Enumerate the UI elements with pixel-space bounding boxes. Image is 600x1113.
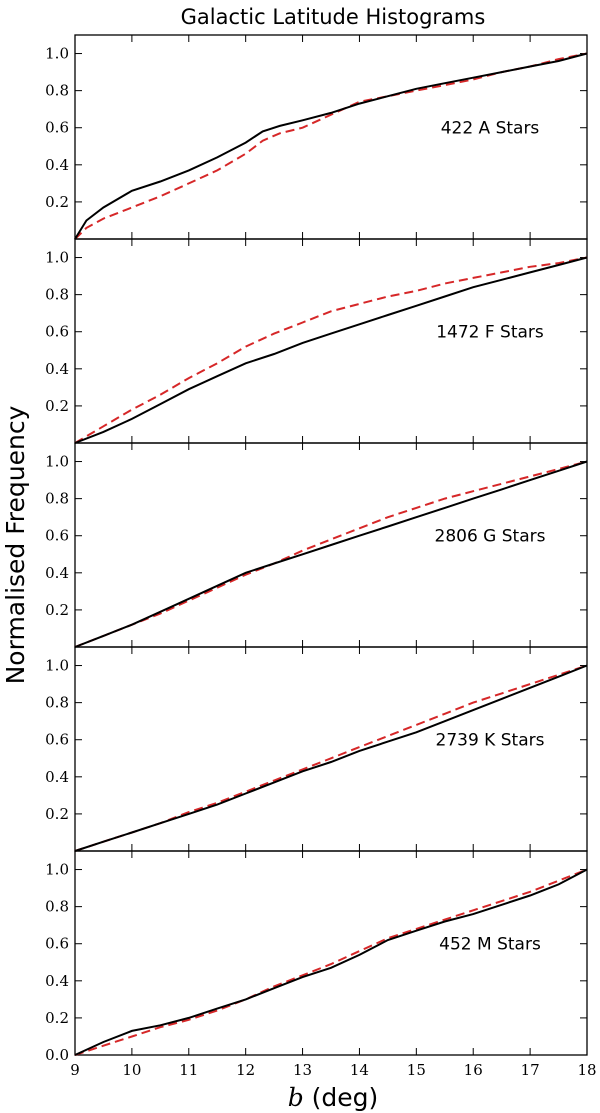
y-tick-label: 1.0 [45, 453, 69, 471]
model-series-line [74, 52, 588, 240]
chart-title: Galactic Latitude Histograms [181, 5, 486, 29]
y-tick-label: 0.2 [45, 805, 69, 823]
panel-1: 0.2 0.4 0.6 0.8 1.0 422 A Stars [45, 34, 588, 240]
observed-series-line [74, 256, 588, 444]
y-tick-label: 0.4 [45, 564, 69, 582]
x-tick-label: 13 [293, 1061, 312, 1079]
panel-4: 0.2 0.4 0.6 0.8 1.0 2739 K Stars [45, 646, 588, 852]
y-tick-label: 1.0 [45, 45, 69, 63]
model-series-line [74, 460, 588, 648]
observed-series-line [74, 52, 588, 240]
panel-3: 0.2 0.4 0.6 0.8 1.0 2806 G Stars [45, 442, 588, 648]
y-tick-label: 0.8 [45, 82, 69, 100]
y-tick-label: 0.2 [45, 601, 69, 619]
panel-5: 0.0 0.2 0.4 0.6 0.8 1.0 9 10 11 12 13 14 15 16 17 18 452… [45, 850, 597, 1079]
y-tick-label: 0.0 [45, 1046, 69, 1064]
model-series-line [74, 868, 588, 1056]
observed-series-line [74, 868, 588, 1056]
y-tick-label: 0.6 [45, 119, 69, 137]
model-series-line [74, 664, 588, 852]
y-tick-label: 0.2 [45, 397, 69, 415]
y-tick-label: 0.4 [45, 360, 69, 378]
y-tick-label: 0.6 [45, 527, 69, 545]
panel-2: 0.2 0.4 0.6 0.8 1.0 1472 F Stars [45, 238, 588, 444]
panel-label: 2806 G Stars [435, 527, 546, 547]
y-tick-label: 0.4 [45, 972, 69, 990]
x-tick-label: 18 [577, 1061, 596, 1079]
y-tick-label: 1.0 [45, 657, 69, 675]
y-tick-label: 0.2 [45, 1009, 69, 1027]
x-tick-label: 14 [350, 1061, 369, 1079]
panel-label: 452 M Stars [439, 935, 541, 955]
x-tick-label: 12 [236, 1061, 255, 1079]
x-tick-label: 16 [464, 1061, 483, 1079]
panel-frame [74, 850, 588, 1056]
observed-series-line [74, 664, 588, 852]
observed-series-line [74, 460, 588, 648]
y-tick-label: 1.0 [45, 249, 69, 267]
x-tick-label: 17 [521, 1061, 540, 1079]
panel-label: 1472 F Stars [436, 323, 544, 343]
y-tick-label: 0.6 [45, 935, 69, 953]
y-tick-label: 0.6 [45, 731, 69, 749]
y-tick-label: 0.6 [45, 323, 69, 341]
y-tick-label: 0.8 [45, 490, 69, 508]
y-tick-label: 0.2 [45, 193, 69, 211]
y-tick-label: 1.0 [45, 861, 69, 879]
model-series-line [74, 256, 588, 444]
panel-label: 2739 K Stars [436, 731, 545, 751]
panel-label: 422 A Stars [441, 119, 540, 139]
y-tick-label: 0.4 [45, 768, 69, 786]
x-axis-variable: b [288, 1083, 304, 1112]
x-tick-label: 15 [407, 1061, 426, 1079]
x-axis-unit: (deg) [304, 1083, 379, 1112]
y-tick-label: 0.8 [45, 898, 69, 916]
y-tick-label: 0.4 [45, 156, 69, 174]
y-tick-label: 0.8 [45, 286, 69, 304]
x-tick-label: 9 [70, 1061, 80, 1079]
y-axis-label: Normalised Frequency [1, 405, 30, 684]
x-tick-label: 11 [179, 1061, 198, 1079]
y-tick-label: 0.8 [45, 694, 69, 712]
panels-group: 0.2 0.4 0.6 0.8 1.0 422 A Stars 0.2 0.4 0.6 0.8 1.… [45, 34, 597, 1079]
x-axis-label: b (deg) [288, 1083, 379, 1112]
x-tick-label: 10 [122, 1061, 141, 1079]
